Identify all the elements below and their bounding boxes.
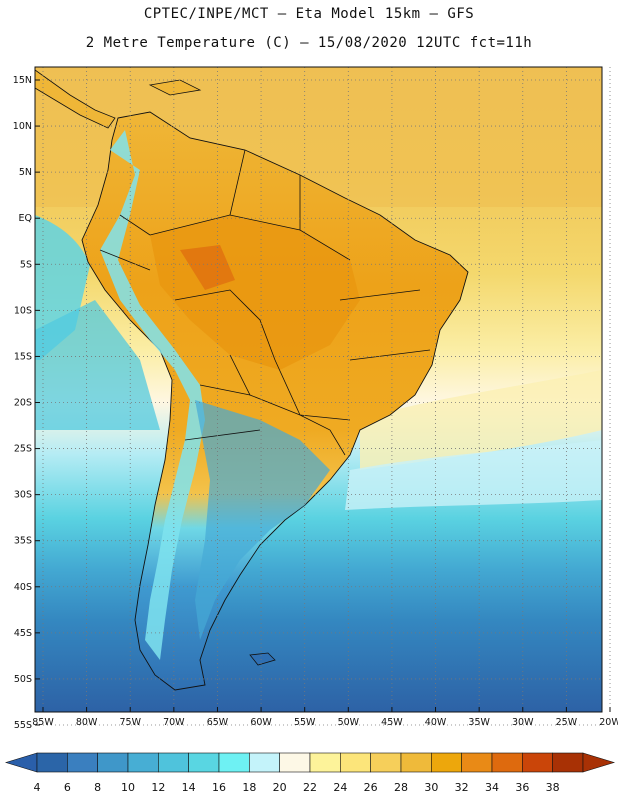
map-subtitle: 2 Metre Temperature (C) – 15/08/2020 12U… [85, 35, 533, 51]
colorbar-label: 16 [212, 781, 226, 794]
colorbar-swatch [461, 752, 493, 773]
latitude-label: 40S [14, 582, 32, 593]
latitude-label: 45S [14, 628, 32, 639]
colorbar-label: 6 [64, 781, 71, 794]
colorbar: 4 6 8 10 12 14 16 18 20 22 24 26 28 30 32 34 36 38 [4, 752, 616, 794]
longitude-label: 45W [381, 717, 403, 728]
longitude-label: 50W [338, 717, 360, 728]
colorbar-label: 18 [242, 781, 256, 794]
colorbar-label: 38 [546, 781, 560, 794]
longitude-label: 85W [32, 717, 54, 728]
colorbar-swatch [340, 752, 371, 773]
colorbar-label: 30 [424, 781, 438, 794]
latitude-label: 25S [14, 444, 32, 455]
longitude-label: 40W [425, 717, 447, 728]
colorbar-swatch [522, 752, 553, 773]
latitude-label: EQ [19, 213, 32, 224]
colorbar-swatch [97, 752, 129, 773]
longitude-label: 60W [250, 717, 272, 728]
colorbar-label: 20 [273, 781, 287, 794]
longitude-labels: 85W 80W 75W 70W 65W 60W 55W 50W 45W 40W 35W 30W 25W 2… [32, 717, 618, 728]
map-title: CPTEC/INPE/MCT – Eta Model 15km – GFS [143, 6, 475, 22]
colorbar-swatch [491, 752, 523, 773]
colorbar-swatch [249, 752, 280, 773]
colorbar-label: 12 [151, 781, 165, 794]
colorbar-swatch [36, 752, 68, 773]
latitude-label: 5S [20, 259, 32, 270]
colorbar-swatch [127, 752, 159, 773]
latitude-label: 35S [14, 536, 32, 547]
colorbar-swatch [279, 752, 311, 773]
longitude-label: 80W [76, 717, 98, 728]
longitude-label: 65W [207, 717, 229, 728]
colorbar-swatch [400, 752, 432, 773]
colorbar-label: 24 [333, 781, 347, 794]
colorbar-label: 22 [303, 781, 317, 794]
colorbar-swatch [309, 752, 341, 773]
map-frame [34, 66, 603, 713]
longitude-label: 30W [512, 717, 534, 728]
colorbar-label: 10 [121, 781, 135, 794]
latitude-label: 20S [14, 398, 32, 409]
lat-lon-grid [35, 67, 611, 726]
latitude-label: 50S [14, 674, 32, 685]
latitude-label: 10N [13, 121, 32, 132]
colorbar-swatch [188, 752, 220, 773]
colorbar-label: 32 [455, 781, 469, 794]
colorbar-swatch [158, 752, 189, 773]
colorbar-label: 26 [364, 781, 378, 794]
colorbar-label: 28 [394, 781, 408, 794]
longitude-label: 20W [599, 717, 618, 728]
colorbar-low-arrow [4, 752, 38, 773]
longitude-label: 35W [468, 717, 490, 728]
colorbar-label: 8 [94, 781, 101, 794]
colorbar-label: 34 [485, 781, 499, 794]
latitude-labels: 15N 10N 5N EQ 5S 10S 15S 20S 25S 30S 35S 40S 45S 50S 5… [13, 75, 32, 731]
colorbar-swatch [431, 752, 462, 773]
longitude-label: 25W [556, 717, 578, 728]
latitude-label: 30S [14, 490, 32, 501]
colorbar-swatch [552, 752, 584, 773]
longitude-label: 55W [294, 717, 316, 728]
longitude-label: 70W [163, 717, 185, 728]
colorbar-swatch [218, 752, 250, 773]
longitude-label: 75W [119, 717, 141, 728]
colorbar-swatch [370, 752, 402, 773]
latitude-label: 10S [14, 305, 32, 316]
latitude-label: 5N [19, 167, 32, 178]
latitude-label: 15N [13, 75, 32, 86]
colorbar-high-arrow [582, 752, 616, 773]
colorbar-label: 4 [34, 781, 41, 794]
colorbar-swatch [67, 752, 98, 773]
colorbar-label: 36 [515, 781, 529, 794]
latitude-label: 15S [14, 351, 32, 362]
colorbar-label: 14 [182, 781, 196, 794]
latitude-label: 55S [14, 720, 32, 731]
